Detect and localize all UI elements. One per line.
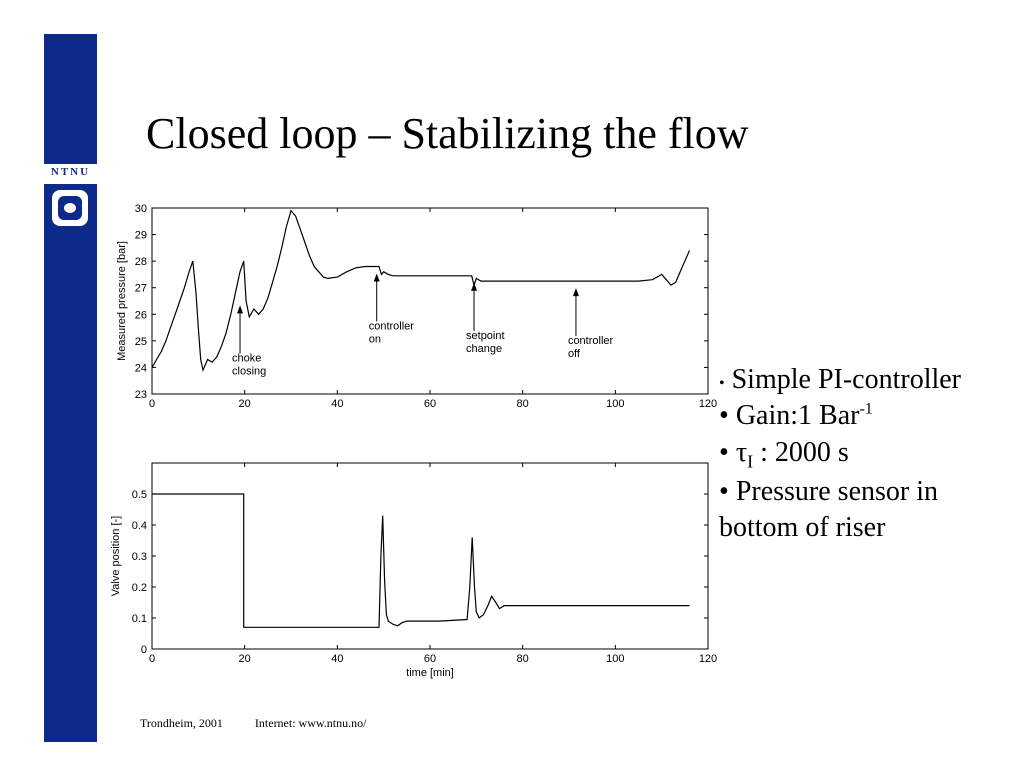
- y-tick-label: 0.5: [132, 489, 147, 501]
- x-tick-label: 0: [149, 653, 155, 665]
- bullet-item: • Pressure sensor in: [719, 475, 939, 507]
- series-line: [151, 209, 691, 373]
- logo-text: NTNU: [50, 166, 91, 178]
- annotation-label: controller: [568, 335, 614, 347]
- annotation-arrow-head: [237, 305, 244, 314]
- x-tick-label: 60: [424, 653, 436, 665]
- annotation-label: setpoint: [466, 330, 505, 342]
- y-tick-label: 27: [135, 283, 147, 295]
- x-tick-label: 100: [606, 398, 624, 410]
- y-tick-label: 0.3: [132, 551, 147, 563]
- sidebar-bar: [44, 34, 97, 742]
- page-title: Closed loop – Stabilizing the flow: [146, 109, 749, 158]
- y-tick-label: 30: [135, 203, 147, 215]
- annotation-arrow-head: [572, 288, 579, 297]
- annotation-label: on: [369, 333, 381, 345]
- x-tick-label: 20: [239, 653, 251, 665]
- x-tick-label: 120: [699, 653, 717, 665]
- x-tick-label: 80: [517, 653, 529, 665]
- y-tick-label: 25: [135, 336, 147, 348]
- annotation-label: off: [568, 348, 581, 360]
- y-tick-label: 24: [135, 362, 147, 374]
- y-tick-label: 0.4: [132, 520, 147, 532]
- x-tick-label: 20: [239, 398, 251, 410]
- footer-right: Internet: www.ntnu.no/: [254, 716, 367, 730]
- y-tick-label: 26: [135, 309, 147, 321]
- footer-left: Trondheim, 2001: [140, 716, 223, 730]
- x-tick-label: 40: [331, 398, 343, 410]
- x-tick-label: 120: [699, 398, 717, 410]
- y-tick-label: 28: [135, 256, 147, 268]
- x-tick-label: 80: [517, 398, 529, 410]
- bullet-item: • τI : 2000 s: [719, 436, 849, 472]
- bullet-item: • Simple PI-controller: [719, 364, 962, 395]
- y-tick-label: 23: [135, 389, 147, 401]
- y-tick-label: 0.1: [132, 613, 147, 625]
- y-tick-label: 0.2: [132, 582, 147, 594]
- x-tick-label: 0: [149, 398, 155, 410]
- ntnu-logo-icon: [52, 190, 88, 226]
- x-tick-label: 40: [331, 653, 343, 665]
- x-tick-label: 60: [424, 398, 436, 410]
- annotation-arrow-head: [471, 282, 478, 291]
- y-axis-label: Valve position [-]: [110, 516, 122, 597]
- annotation-arrow-head: [373, 273, 380, 282]
- x-tick-label: 100: [606, 653, 624, 665]
- bullet-item: bottom of riser: [719, 512, 886, 544]
- y-tick-label: 29: [135, 230, 147, 242]
- bullet-item: • Gain:1 Bar-1: [719, 400, 873, 432]
- annotation-label: closing: [232, 365, 266, 377]
- annotation-label: change: [466, 343, 502, 355]
- y-tick-label: 0: [141, 644, 147, 656]
- series-line: [152, 493, 690, 628]
- x-axis-label: time [min]: [406, 667, 454, 679]
- bullet-list: • Simple PI-controller • Gain:1 Bar-1 • …: [719, 362, 1024, 547]
- footer: Trondheim, 2001 Internet: www.ntnu.no/: [140, 716, 366, 731]
- annotation-label: controller: [369, 320, 415, 332]
- y-axis-label: Measured pressure [bar]: [116, 241, 128, 361]
- annotation-label: choke: [232, 352, 261, 364]
- logo-band: [44, 164, 97, 184]
